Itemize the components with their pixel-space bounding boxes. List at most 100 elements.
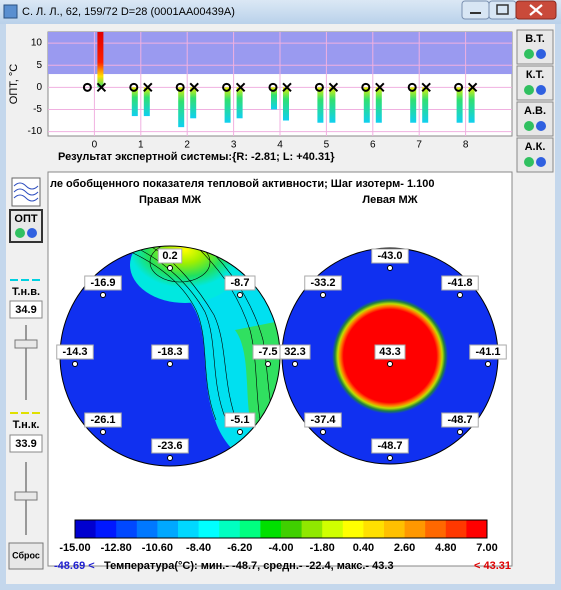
x-tick-label: 2 [184, 140, 190, 151]
scale-label: 7.00 [476, 542, 497, 554]
lower-input[interactable] [9, 434, 43, 453]
left-marker [82, 82, 92, 92]
bar [131, 87, 138, 117]
bar [422, 87, 429, 123]
left-marker [361, 82, 371, 92]
upper-value: 34.9 [15, 304, 36, 316]
bar [468, 87, 475, 123]
right-marker [282, 82, 292, 93]
point [457, 429, 463, 435]
point [100, 429, 106, 435]
point-label: 0.2 [162, 250, 177, 262]
point-label-box [304, 275, 342, 291]
upper-input[interactable] [9, 300, 43, 319]
opt-label: ОПТ [14, 213, 37, 225]
side-button-label: А.К. [525, 141, 546, 153]
point-label-box [84, 275, 122, 291]
reset-label: Сброс [12, 550, 40, 560]
scale-segment [260, 520, 282, 538]
button-icon [524, 157, 534, 167]
scale-segment [178, 520, 200, 538]
scale-label: 0.40 [353, 542, 374, 554]
button-icon [524, 121, 534, 131]
bar [317, 87, 324, 123]
point-label: -48.7 [377, 440, 402, 452]
scale-segment [239, 520, 261, 538]
side-button[interactable] [516, 101, 554, 137]
y-tick-label: 10 [31, 38, 43, 49]
scale-label: 2.60 [394, 542, 415, 554]
button-icon [524, 85, 534, 95]
footer-text: Температура(°C): мин.- -48.7, средн.- -2… [104, 560, 394, 572]
lower-slider-thumb[interactable] [14, 491, 38, 501]
scale-segment [466, 520, 488, 538]
scale-segment [322, 520, 344, 538]
point-label-box [371, 248, 409, 264]
side-button-label: К.Т. [526, 69, 544, 81]
point-label: -37.4 [310, 414, 336, 426]
scale-border [74, 519, 488, 539]
button-icon [536, 121, 546, 131]
point [387, 455, 393, 461]
side-button-label: А.В. [524, 105, 546, 117]
point [237, 292, 243, 298]
minimize-button[interactable] [461, 0, 490, 20]
scale-segment [342, 520, 364, 538]
scale-label: -4.00 [268, 542, 293, 554]
window-title: С. Л. Л., 62, 159/72 D=28 (0001AA00439A) [22, 6, 235, 18]
point-label-box [304, 412, 342, 428]
bar [283, 87, 289, 121]
right-marker [328, 82, 339, 93]
x-tick-label: 6 [370, 140, 376, 151]
scale-segment [281, 520, 303, 538]
y-tick-label: 5 [36, 60, 42, 71]
point-label-box [224, 412, 256, 428]
left-marker [454, 82, 464, 92]
max-marker: < 43.31 [474, 560, 511, 572]
graph-icon-lines [13, 182, 39, 202]
point [485, 361, 491, 367]
left-marker [222, 82, 232, 92]
scale-label: 4.80 [435, 542, 456, 554]
point-label: -33.2 [310, 277, 335, 289]
right-marker [421, 82, 431, 93]
side-button[interactable] [516, 29, 554, 65]
maximize-button[interactable] [488, 0, 517, 20]
point-label: -18.3 [157, 346, 182, 358]
bar [375, 87, 382, 123]
point-label: 32.3 [284, 346, 305, 358]
right-marker [96, 82, 107, 93]
bar [190, 87, 197, 119]
point [167, 455, 173, 461]
upper-label: Т.н.в. [12, 286, 40, 298]
bar [271, 87, 277, 110]
point-label: -23.6 [157, 440, 182, 452]
x-tick-label: 0 [92, 140, 98, 151]
side-button[interactable] [516, 65, 554, 101]
point-label-box [151, 438, 189, 454]
reset-button[interactable] [8, 542, 44, 570]
right-marker [375, 82, 385, 93]
min-marker: -48.69 < [54, 560, 95, 572]
point [320, 292, 326, 298]
side-button[interactable] [516, 137, 554, 173]
upper-slider-thumb[interactable] [14, 339, 38, 349]
x-tick-label: 3 [231, 140, 237, 151]
point-label-box [441, 275, 479, 291]
left-marker [129, 82, 139, 92]
right-breast-title: Правая МЖ [139, 194, 201, 206]
scale-label: -15.00 [59, 542, 90, 554]
opt-button[interactable] [9, 209, 43, 243]
expert-result: Результат экспертной системы:{R: -2.81; … [58, 151, 335, 163]
right-marker [143, 82, 153, 93]
scale-segment [425, 520, 447, 538]
x-tick-label: 4 [277, 140, 283, 151]
y-axis-label: ОПТ, °С [8, 64, 20, 104]
x-tick-label: 1 [138, 140, 144, 151]
x-tick-label: 8 [463, 140, 469, 151]
scale-segment [363, 520, 385, 538]
scale-segment [75, 520, 97, 538]
close-icon [529, 4, 543, 16]
point-label-box [151, 344, 189, 360]
